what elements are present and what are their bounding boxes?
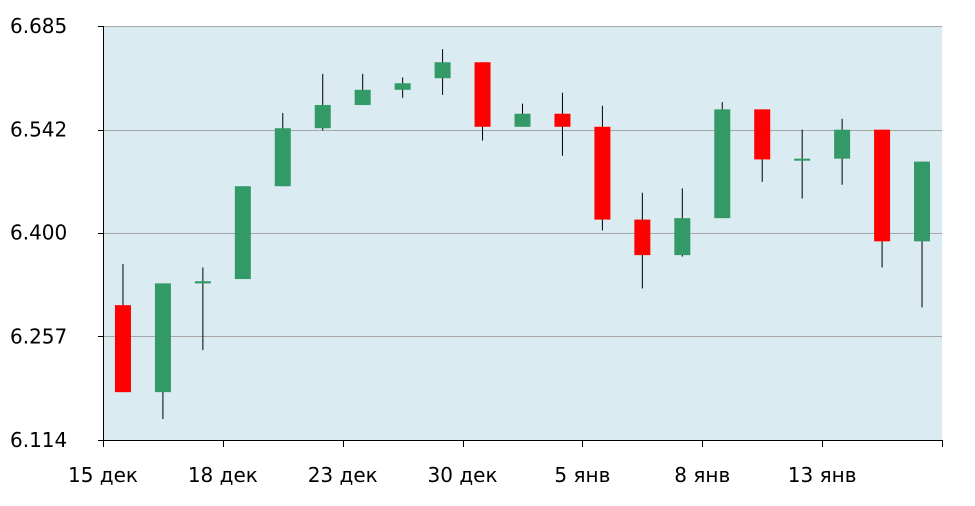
- candle-17: [794, 129, 811, 199]
- x-tick-label-3: 30 дек: [428, 463, 498, 487]
- x-tick-labels: 15 дек 18 дек 23 дек 30 дек 5 янв 8 янв 13 янв: [68, 463, 857, 487]
- candle-body-up: [234, 186, 251, 280]
- candle-body-up: [394, 83, 411, 90]
- candle-12: [594, 105, 611, 231]
- candle-body-down: [754, 109, 771, 160]
- candle-body-down: [554, 113, 571, 127]
- candle-10: [514, 103, 531, 127]
- candle-13: [634, 192, 651, 289]
- candle-8: [434, 49, 451, 95]
- candle-15: [714, 102, 731, 219]
- candle-5: [314, 73, 331, 131]
- candle-1: [154, 283, 171, 419]
- x-tick-label-1: 18 дек: [188, 463, 258, 487]
- y-tick-label-0: 6.114: [10, 428, 67, 452]
- candle-body-up: [794, 158, 811, 161]
- candle-body-up: [834, 129, 851, 159]
- x-tick-label-4: 5 янв: [554, 463, 610, 487]
- y-tick-labels: 6.114 6.257 6.400 6.542 6.685: [10, 14, 67, 452]
- candle-body-up: [314, 105, 331, 129]
- y-tick-label-2: 6.400: [10, 221, 67, 245]
- candle-body-up: [914, 161, 931, 242]
- candle-18: [834, 118, 851, 185]
- candle-20: [914, 161, 931, 308]
- candle-body-up: [714, 109, 731, 219]
- candle-body-up: [354, 89, 371, 106]
- candle-body-down: [874, 129, 891, 242]
- candle-body-up: [274, 128, 291, 187]
- candle-body-up: [674, 218, 691, 256]
- candle-0: [114, 263, 131, 393]
- candle-body-up: [434, 62, 451, 79]
- y-tick-label-3: 6.542: [10, 118, 67, 142]
- candle-11: [554, 92, 571, 156]
- candle-2: [194, 267, 211, 351]
- candle-body-up: [194, 281, 211, 284]
- axes: [98, 26, 943, 447]
- candle-19: [874, 129, 891, 268]
- candle-body-down: [114, 305, 131, 393]
- candle-3: [234, 186, 251, 280]
- candles: [114, 49, 931, 419]
- x-tick-label-2: 23 дек: [308, 463, 378, 487]
- candle-body-down: [474, 62, 491, 127]
- x-tick-label-6: 13 янв: [788, 463, 857, 487]
- candle-7: [394, 77, 411, 98]
- candle-body-down: [594, 126, 611, 220]
- y-tick-label-1: 6.257: [10, 324, 67, 348]
- candle-body-up: [154, 283, 171, 393]
- x-tick-label-5: 8 янв: [674, 463, 730, 487]
- candle-6: [354, 73, 371, 106]
- candle-14: [674, 188, 691, 257]
- candle-9: [474, 62, 491, 141]
- candle-body-down: [634, 219, 651, 256]
- x-tick-label-0: 15 дек: [68, 463, 138, 487]
- candle-body-up: [514, 113, 531, 127]
- candle-16: [754, 109, 771, 182]
- y-tick-label-4: 6.685: [10, 14, 67, 38]
- candle-4: [274, 113, 291, 187]
